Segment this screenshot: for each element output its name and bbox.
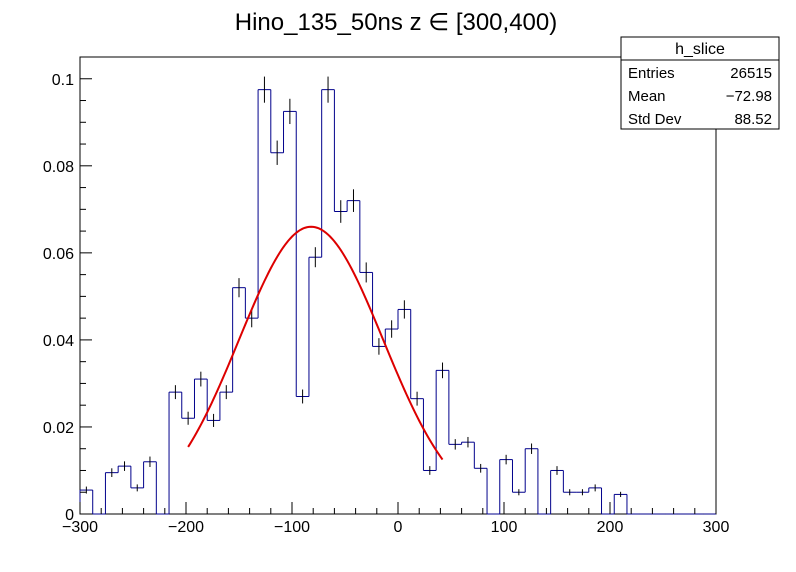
gaussian-fit-curve bbox=[187, 225, 444, 461]
y-tick-label: 0 bbox=[65, 507, 74, 524]
chart-title: Hino_135_50ns z ∈ [300,400) bbox=[235, 9, 557, 36]
stats-stddev-value: 88.52 bbox=[734, 111, 772, 128]
y-axis: 0 0.02 0.04 0.06 0.08 0.1 bbox=[43, 72, 92, 524]
x-tick-label: 0 bbox=[394, 519, 403, 536]
x-tick-label: 300 bbox=[703, 519, 730, 536]
y-tick-label: 0.08 bbox=[43, 159, 74, 176]
stats-mean-label: Mean bbox=[628, 88, 666, 105]
y-tick-label: 0.1 bbox=[52, 72, 74, 89]
x-tick-label: 200 bbox=[597, 519, 624, 536]
stats-box: h_slice Entries 26515 Mean −72.98 Std De… bbox=[620, 36, 780, 130]
error-bars bbox=[85, 76, 622, 498]
y-tick-label: 0.04 bbox=[43, 333, 74, 350]
stats-entries-value: 26515 bbox=[730, 65, 772, 82]
x-tick-label: 100 bbox=[491, 519, 518, 536]
y-tick-label: 0.06 bbox=[43, 246, 74, 263]
y-tick-label: 0.02 bbox=[43, 420, 74, 437]
x-tick-label: −200 bbox=[168, 519, 204, 536]
stats-box-frame bbox=[620, 36, 780, 130]
stats-box-name: h_slice bbox=[675, 41, 725, 58]
stats-mean-value: −72.98 bbox=[726, 88, 772, 105]
stats-stddev-label: Std Dev bbox=[628, 111, 682, 128]
x-axis: −300 −200 −100 0 100 200 300 bbox=[62, 502, 729, 536]
x-tick-label: −100 bbox=[274, 519, 310, 536]
x-tick-label: −300 bbox=[62, 519, 98, 536]
histogram-bars bbox=[79, 89, 716, 515]
stats-entries-label: Entries bbox=[628, 65, 675, 82]
